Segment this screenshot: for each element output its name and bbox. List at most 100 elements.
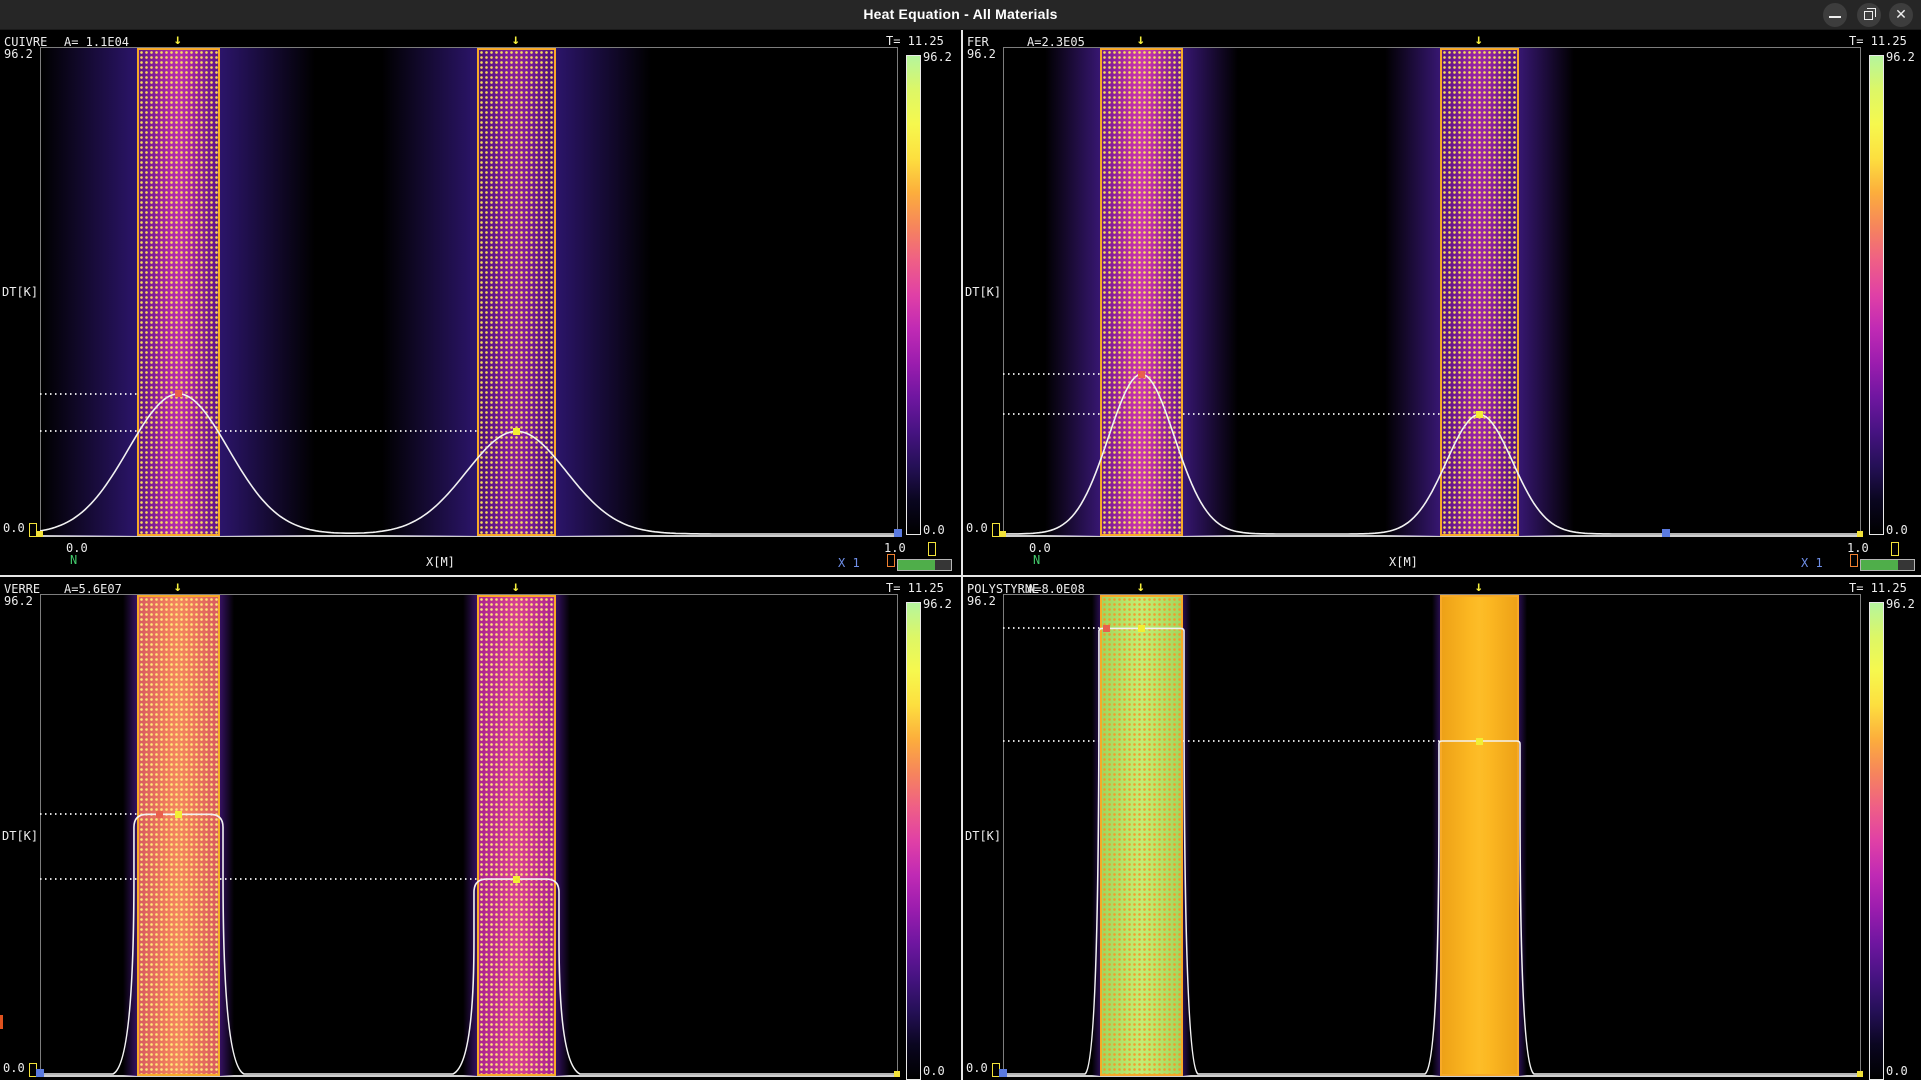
progress-bar — [1860, 559, 1915, 571]
heat-glow — [556, 48, 651, 536]
y-max-label: 96.2 — [4, 594, 33, 608]
y-min-label: 0.0 — [3, 1061, 25, 1075]
temperature-curve — [40, 392, 898, 535]
axis-end-marker — [894, 1071, 900, 1077]
colorbar-max-label: 96.2 — [1886, 597, 1915, 611]
x-max-label: 1.0 — [884, 541, 906, 555]
source-arrow-icon: ↓ — [173, 32, 182, 48]
source-arrow-icon: ↓ — [173, 579, 182, 595]
diffusivity-label: A=2.3E05 — [1027, 35, 1085, 49]
heat-source-bar — [476, 48, 556, 536]
heat-source-bar — [476, 595, 556, 1076]
time-label: T= 11.25 — [1849, 581, 1907, 595]
colorbar — [1869, 55, 1884, 535]
peak-marker — [513, 875, 521, 883]
position-cursor-marker — [999, 1069, 1007, 1077]
n-marker-glyph: N — [70, 553, 78, 567]
y-axis-label: DT[K] — [2, 285, 39, 299]
heat-source-bar — [1439, 595, 1519, 1076]
peak-marker — [1476, 410, 1484, 418]
y-max-label: 96.2 — [4, 47, 33, 61]
heat-glow — [1183, 48, 1238, 536]
heat-source-bar — [1099, 48, 1183, 536]
peak-marker — [155, 810, 163, 818]
maximize-button[interactable] — [1857, 3, 1881, 27]
material-panel: CUIVRE 96.2 A= 1.1E04 T= 11.25 DT[K] 0.0… — [0, 30, 961, 575]
legend-box-icon — [29, 523, 37, 537]
material-name: FER — [967, 35, 989, 49]
time-label: T= 11.25 — [886, 581, 944, 595]
heat-source-bar — [1439, 48, 1519, 536]
material-panel: POLYSTYRNE 96.2 A=8.0E08 T= 11.25 DT[K] … — [963, 577, 1921, 1080]
material-panel: VERRE 96.2 A=5.6E07 T= 11.25 DT[K] 0.0 9… — [0, 577, 961, 1080]
heat-glow — [1044, 48, 1100, 536]
position-cursor-marker — [1662, 529, 1671, 537]
y-min-label: 0.0 — [966, 1061, 988, 1075]
y-min-label: 0.0 — [3, 521, 25, 535]
colorbar-max-label: 96.2 — [1886, 50, 1915, 64]
temperature-curve — [1003, 373, 1861, 535]
n-marker-glyph: N — [1033, 553, 1041, 567]
x-cursor-label: X 1 — [1801, 556, 1823, 570]
temperature-curve — [1003, 627, 1861, 1075]
window-title: Heat Equation - All Materials — [863, 6, 1058, 22]
window-titlebar: Heat Equation - All Materials ✕ — [0, 0, 1921, 30]
diffusivity-label: A= 1.1E04 — [64, 35, 130, 49]
source-arrow-icon: ↓ — [511, 32, 520, 48]
progress-fill — [1861, 560, 1898, 570]
level-dotted-line — [1003, 413, 1480, 416]
source-arrow-icon: ↓ — [1474, 579, 1483, 595]
material-name: POLYSTYRNE — [967, 582, 1040, 596]
x-min-label: 0.0 — [66, 541, 88, 555]
level-dotted-line — [1003, 373, 1142, 376]
colorbar-max-label: 96.2 — [923, 597, 952, 611]
diffusivity-label: A=5.6E07 — [64, 582, 122, 596]
diffusivity-label: A=8.0E08 — [1027, 582, 1085, 596]
x-axis-label: X[M] — [1389, 555, 1418, 569]
position-cursor-marker — [894, 529, 902, 537]
legend-box-orange-icon — [887, 554, 895, 567]
legend-box-icon — [1891, 542, 1899, 556]
heat-glow — [1519, 48, 1574, 536]
axis-end-marker — [1857, 531, 1863, 537]
colorbar-min-label: 0.0 — [1886, 523, 1908, 537]
colorbar — [1869, 602, 1884, 1080]
position-cursor-marker — [36, 1069, 44, 1077]
y-axis-label: DT[K] — [965, 828, 1002, 843]
progress-fill — [898, 560, 935, 570]
peak-marker — [513, 427, 521, 435]
level-dotted-line — [40, 813, 179, 816]
temperature-curve — [40, 813, 898, 1075]
y-max-label: 96.2 — [967, 47, 996, 61]
close-button[interactable]: ✕ — [1889, 3, 1913, 27]
colorbar — [906, 602, 921, 1080]
minimize-button[interactable] — [1823, 3, 1847, 27]
source-arrow-icon: ↓ — [1136, 32, 1145, 48]
colorbar-min-label: 0.0 — [923, 523, 945, 537]
material-name: VERRE — [4, 582, 41, 596]
level-dotted-line — [1003, 627, 1142, 630]
panel-grid: CUIVRE 96.2 A= 1.1E04 T= 11.25 DT[K] 0.0… — [0, 30, 1921, 1080]
material-name: CUIVRE — [4, 35, 48, 49]
peak-marker — [1103, 624, 1111, 632]
peak-marker — [1137, 624, 1145, 632]
source-arrow-icon: ↓ — [1474, 32, 1483, 48]
y-max-label: 96.2 — [967, 594, 996, 608]
colorbar — [906, 55, 921, 535]
heat-source-bar — [136, 595, 220, 1076]
heat-glow — [41, 48, 137, 536]
heat-glow — [220, 48, 315, 536]
y-axis-label: DT[K] — [965, 285, 1002, 299]
peak-marker — [1476, 737, 1484, 745]
peak-marker — [1137, 370, 1145, 378]
x-axis-label: X[M] — [426, 555, 455, 569]
heat-glow — [1431, 595, 1440, 1076]
minimize-icon — [1829, 16, 1841, 18]
edge-tick — [0, 1015, 3, 1029]
time-label: T= 11.25 — [886, 34, 944, 48]
legend-box-icon — [992, 523, 1000, 537]
axis-end-marker — [1857, 1071, 1863, 1077]
axis-start-marker — [37, 531, 43, 537]
axis-start-marker — [1000, 531, 1006, 537]
colorbar-max-label: 96.2 — [923, 50, 952, 64]
